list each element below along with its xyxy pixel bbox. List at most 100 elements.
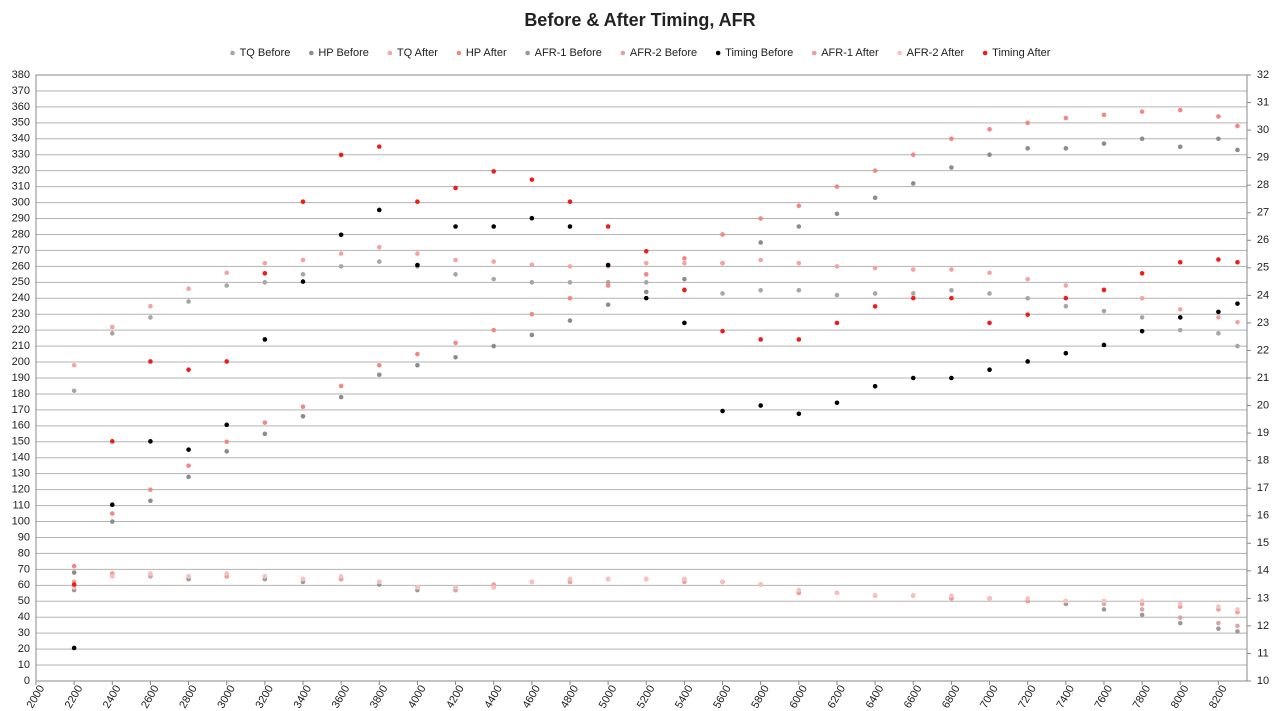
- y2-tick-label: 30: [1257, 124, 1269, 136]
- y2-tick-label: 24: [1257, 289, 1269, 301]
- data-point: [148, 315, 153, 320]
- data-point: [415, 251, 420, 256]
- data-point: [872, 304, 878, 309]
- legend-item: HP Before: [309, 47, 369, 59]
- y-tick-label: 100: [12, 515, 30, 527]
- data-point: [834, 590, 840, 596]
- data-point: [1235, 629, 1240, 634]
- data-point: [567, 318, 573, 323]
- data-point: [1235, 147, 1240, 153]
- data-point: [796, 411, 802, 417]
- data-point: [71, 362, 77, 368]
- data-point: [1025, 276, 1030, 282]
- y-tick-label: 300: [12, 196, 30, 208]
- legend-marker: [811, 50, 817, 56]
- data-point: [949, 375, 954, 381]
- data-point: [262, 420, 268, 425]
- data-point: [1216, 620, 1221, 626]
- data-point: [376, 244, 382, 250]
- data-point: [682, 260, 687, 266]
- y2-tick-label: 25: [1257, 262, 1269, 274]
- data-point: [834, 184, 840, 189]
- data-point: [720, 579, 725, 585]
- data-point: [720, 260, 725, 266]
- data-point: [491, 169, 497, 174]
- data-point: [1235, 623, 1240, 629]
- y2-tick-label: 28: [1257, 179, 1269, 191]
- data-point: [1216, 309, 1221, 315]
- data-point: [224, 270, 230, 276]
- data-point: [987, 152, 992, 158]
- data-point: [529, 280, 535, 285]
- y-tick-label: 290: [12, 212, 30, 224]
- legend-marker: [387, 50, 393, 56]
- data-point: [1025, 359, 1030, 364]
- data-point: [1025, 146, 1030, 151]
- y-tick-label: 80: [18, 547, 30, 559]
- data-point: [1216, 315, 1221, 320]
- data-point: [720, 408, 725, 414]
- y-tick-label: 110: [12, 499, 30, 511]
- y-tick-label: 170: [12, 404, 30, 416]
- data-point: [376, 259, 382, 264]
- data-point: [109, 331, 115, 336]
- data-point: [834, 400, 840, 406]
- data-point: [262, 280, 268, 285]
- data-point: [834, 264, 840, 269]
- data-point: [796, 287, 802, 293]
- data-point: [415, 199, 420, 205]
- y-tick-label: 60: [18, 579, 30, 591]
- data-point: [796, 224, 802, 229]
- legend-label: Timing Before: [725, 47, 793, 59]
- data-point: [949, 267, 954, 272]
- data-point: [262, 431, 268, 437]
- y2-tick-label: 17: [1257, 482, 1269, 494]
- data-point: [1063, 146, 1069, 151]
- data-point: [682, 320, 687, 326]
- data-point: [1177, 260, 1183, 265]
- data-point: [338, 394, 344, 400]
- data-point: [338, 383, 344, 389]
- data-point: [1235, 123, 1240, 129]
- data-point: [758, 240, 763, 245]
- data-point: [148, 303, 153, 309]
- data-point: [300, 279, 306, 284]
- data-point: [1101, 141, 1107, 146]
- data-point: [71, 388, 77, 394]
- legend-marker: [309, 50, 314, 56]
- data-point: [872, 383, 878, 389]
- data-point: [1216, 114, 1221, 119]
- data-point: [224, 449, 230, 454]
- y-tick-label: 10: [18, 659, 30, 671]
- data-point: [1139, 295, 1145, 301]
- data-point: [796, 587, 802, 593]
- data-point: [529, 579, 535, 585]
- data-point: [186, 286, 191, 291]
- data-point: [643, 260, 649, 266]
- data-point: [567, 199, 573, 205]
- data-point: [910, 375, 916, 381]
- data-point: [682, 256, 687, 261]
- data-point: [1177, 327, 1183, 333]
- data-point: [491, 585, 497, 590]
- y2-tick-label: 16: [1257, 510, 1269, 522]
- data-point: [1139, 109, 1145, 114]
- data-point: [415, 585, 420, 590]
- data-point: [1216, 136, 1221, 142]
- data-point: [529, 332, 535, 338]
- y2-tick-label: 21: [1257, 372, 1269, 384]
- legend-label: AFR-1 Before: [535, 47, 602, 59]
- data-point: [491, 259, 497, 264]
- y-tick-label: 220: [12, 324, 30, 336]
- data-point: [872, 265, 878, 271]
- data-point: [567, 280, 573, 285]
- y2-tick-label: 22: [1257, 344, 1269, 356]
- data-point: [1063, 283, 1069, 288]
- data-point: [605, 576, 611, 582]
- data-point: [987, 367, 992, 373]
- data-point: [605, 283, 611, 288]
- legend-marker: [897, 50, 902, 56]
- data-point: [1101, 112, 1107, 118]
- data-point: [1139, 136, 1145, 142]
- data-point: [949, 165, 954, 170]
